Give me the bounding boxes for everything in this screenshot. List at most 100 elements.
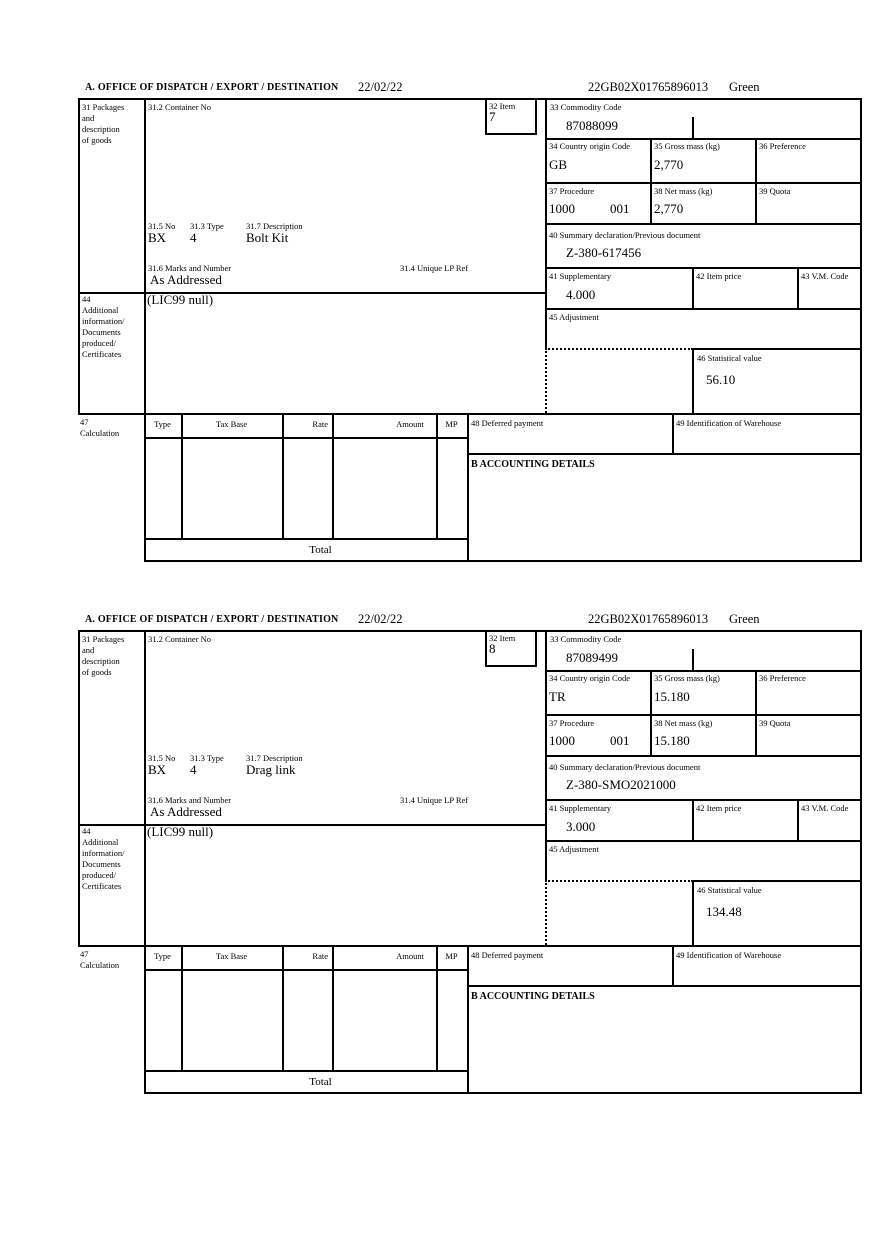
- box37-procedure-label: 37 Procedure: [549, 718, 595, 728]
- grid-line-v: [436, 945, 438, 1070]
- grid-line-v: [332, 413, 334, 538]
- box39-quota-label: 39 Quota: [759, 718, 791, 728]
- grid-line-h: [545, 182, 862, 184]
- grid-line-v: [485, 98, 487, 135]
- grid-line-v: [755, 138, 757, 223]
- commodity-code-value: 87088099: [566, 118, 618, 133]
- grid-line-v: [650, 138, 652, 223]
- grid-line-v: [144, 630, 146, 1094]
- box48-deferred-payment-label: 48 Deferred payment: [471, 418, 544, 428]
- box34-country-label: 34 Country origin Code: [549, 141, 630, 151]
- grid-line-h: [545, 223, 862, 225]
- box46-statistical-label: 46 Statistical value: [697, 353, 762, 363]
- grid-line-h: [545, 267, 862, 269]
- grid-line-v: [692, 267, 694, 308]
- declaration-date: 22/02/22: [358, 612, 403, 626]
- calc-header-rate: Rate: [312, 419, 328, 429]
- calc-header-rate: Rate: [312, 951, 328, 961]
- commodity-code-separator: [692, 117, 694, 138]
- box41-supplementary-label: 41 Supplementary: [549, 271, 612, 281]
- grid-line-v: [545, 98, 547, 348]
- box43-vm-code-label: 43 V.M. Code: [801, 803, 849, 813]
- total-label: Total: [309, 1076, 332, 1088]
- dotted-line-v: [545, 348, 547, 413]
- box31-5-no-label: 31.5 No: [148, 753, 176, 763]
- package-type-value: 4: [190, 230, 197, 245]
- grid-line-v: [332, 945, 334, 1070]
- grid-line-h: [144, 560, 862, 562]
- supplementary-value: 3.000: [566, 819, 596, 834]
- office-of-dispatch-header: A. OFFICE OF DISPATCH / EXPORT / DESTINA…: [85, 82, 339, 93]
- calc-header-type: Type: [154, 951, 171, 961]
- box47-calculation-label: 47 Calculation: [80, 949, 120, 971]
- calc-header-amount: Amount: [396, 951, 424, 961]
- package-no-value: BX: [148, 762, 167, 777]
- box38-net-mass-label: 38 Net mass (kg): [654, 718, 713, 728]
- box37-procedure-label: 37 Procedure: [549, 186, 595, 196]
- calc-header-amount: Amount: [396, 419, 424, 429]
- box42-item-price-label: 42 Item price: [696, 271, 742, 281]
- box31-2-container-label: 31.2 Container No: [148, 634, 212, 644]
- box40-summary-label: 40 Summary declaration/Previous document: [549, 762, 701, 772]
- country-origin-value: TR: [549, 689, 566, 704]
- box36-preference-label: 36 Preference: [759, 673, 806, 683]
- grid-line-h: [545, 799, 862, 801]
- grid-line-v: [535, 630, 537, 667]
- box31-6-marks-label: 31.6 Marks and Number: [148, 795, 232, 805]
- grid-line-h: [467, 985, 862, 987]
- gross-mass-value: 2,770: [654, 157, 684, 172]
- item-number-value: 7: [489, 109, 496, 124]
- grid-line-v: [78, 630, 80, 947]
- summary-declaration-value: Z-380-SMO2021000: [566, 777, 676, 792]
- declaration-item-section: A. OFFICE OF DISPATCH / EXPORT / DESTINA…: [0, 612, 882, 1094]
- box33-commodity-label: 33 Commodity Code: [550, 102, 622, 112]
- grid-line-h: [144, 969, 467, 971]
- procedure-code-2-value: 001: [610, 733, 630, 748]
- box49-warehouse-label: 49 Identification of Warehouse: [676, 950, 782, 960]
- procedure-code-2-value: 001: [610, 201, 630, 216]
- grid-line-h: [545, 138, 862, 140]
- grid-line-v: [282, 945, 284, 1070]
- grid-line-h: [144, 1070, 467, 1072]
- routing-status: Green: [729, 80, 760, 94]
- grid-line-h: [78, 413, 862, 415]
- grid-line-v: [797, 799, 799, 840]
- box31-5-no-label: 31.5 No: [148, 221, 176, 231]
- box31-2-container-label: 31.2 Container No: [148, 102, 212, 112]
- grid-line-h: [467, 453, 862, 455]
- commodity-code-separator: [692, 649, 694, 670]
- grid-line-v: [692, 880, 694, 947]
- supplementary-value: 4.000: [566, 287, 596, 302]
- box31-3-type-label: 31.3 Type: [190, 221, 224, 231]
- grid-line-h: [78, 630, 862, 632]
- grid-line-h: [78, 292, 545, 294]
- calc-header-type: Type: [154, 419, 171, 429]
- box44-additional-info-label: 44 Additional information/ Documents pro…: [82, 294, 125, 360]
- grid-line-h: [545, 755, 862, 757]
- procedure-code-value: 1000: [549, 201, 575, 216]
- grid-line-v: [860, 630, 862, 1094]
- grid-line-h: [78, 824, 545, 826]
- box44-additional-info-label: 44 Additional information/ Documents pro…: [82, 826, 125, 892]
- grid-line-h: [485, 133, 537, 135]
- grid-line-v: [545, 630, 547, 880]
- box36-preference-label: 36 Preference: [759, 141, 806, 151]
- box42-item-price-label: 42 Item price: [696, 803, 742, 813]
- grid-line-v: [692, 348, 694, 415]
- grid-line-v: [692, 799, 694, 840]
- grid-line-v: [755, 670, 757, 755]
- office-of-dispatch-header: A. OFFICE OF DISPATCH / EXPORT / DESTINA…: [85, 614, 339, 625]
- box33-commodity-label: 33 Commodity Code: [550, 634, 622, 644]
- grid-line-v: [860, 98, 862, 562]
- procedure-code-value: 1000: [549, 733, 575, 748]
- dotted-line-v: [545, 880, 547, 945]
- grid-line-h: [693, 880, 862, 882]
- grid-line-v: [144, 98, 146, 562]
- grid-line-h: [144, 538, 467, 540]
- calc-header-tax-base: Tax Base: [215, 419, 248, 429]
- grid-line-v: [282, 413, 284, 538]
- calc-header-tax-base: Tax Base: [215, 951, 248, 961]
- grid-line-v: [650, 670, 652, 755]
- grid-line-h: [78, 945, 862, 947]
